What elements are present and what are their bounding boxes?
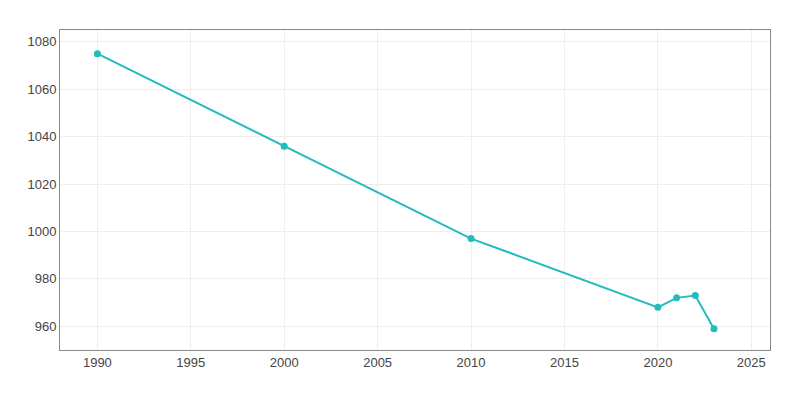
svg-text:980: 980: [35, 271, 57, 286]
svg-text:2015: 2015: [550, 355, 579, 370]
svg-text:1995: 1995: [176, 355, 205, 370]
svg-text:1990: 1990: [83, 355, 112, 370]
svg-text:2000: 2000: [270, 355, 299, 370]
svg-text:1060: 1060: [27, 82, 56, 97]
svg-text:2010: 2010: [457, 355, 486, 370]
svg-text:1080: 1080: [27, 34, 56, 49]
svg-text:1040: 1040: [27, 129, 56, 144]
svg-text:2020: 2020: [643, 355, 672, 370]
svg-text:1020: 1020: [27, 177, 56, 192]
svg-text:2025: 2025: [737, 355, 766, 370]
svg-text:2005: 2005: [363, 355, 392, 370]
svg-text:960: 960: [35, 319, 57, 334]
svg-text:1000: 1000: [27, 224, 56, 239]
